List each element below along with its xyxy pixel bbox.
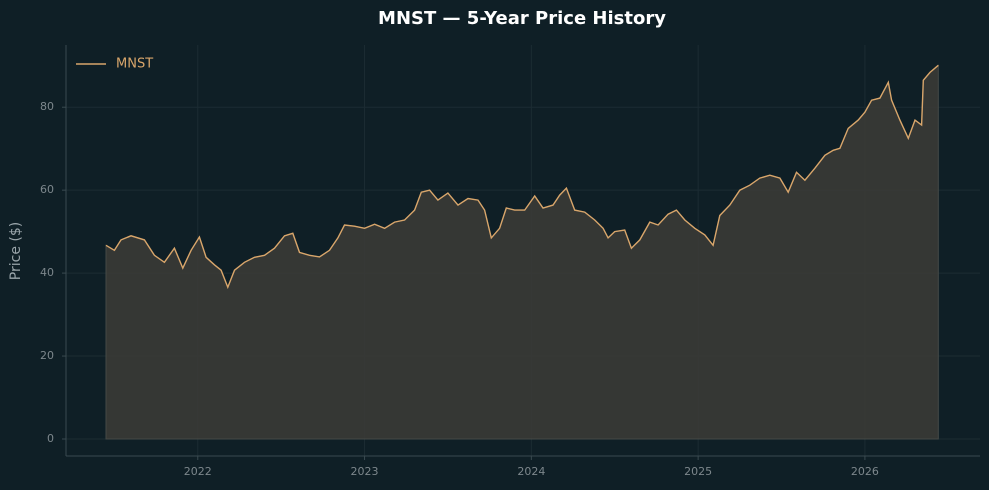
y-tick-label: 80 [40,100,54,113]
x-tick-label: 2023 [351,465,379,478]
x-tick-label: 2024 [517,465,545,478]
chart-title: MNST — 5-Year Price History [378,8,666,29]
y-tick-label: 20 [40,349,54,362]
y-tick-label: 0 [47,432,54,445]
x-tick-label: 2026 [851,465,879,478]
legend-label: MNST [116,57,153,72]
x-tick-label: 2025 [684,465,712,478]
y-tick-label: 40 [40,266,54,279]
x-tick-label: 2022 [184,465,212,478]
y-tick-label: 60 [40,183,54,196]
y-axis-label: Price ($) [8,222,24,280]
line [105,64,939,290]
